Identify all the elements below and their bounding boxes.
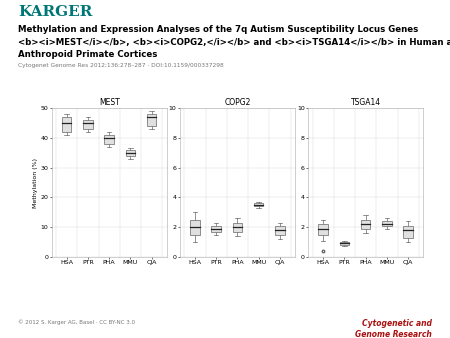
FancyBboxPatch shape	[233, 223, 242, 232]
Title: TSGA14: TSGA14	[351, 98, 381, 107]
Text: Methylation and Expression Analyses of the 7q Autism Susceptibility Locus Genes: Methylation and Expression Analyses of t…	[18, 25, 418, 34]
FancyBboxPatch shape	[318, 224, 328, 235]
FancyBboxPatch shape	[147, 114, 157, 126]
FancyBboxPatch shape	[212, 226, 221, 232]
Text: KARGER: KARGER	[18, 5, 92, 19]
Text: Cytogenet Genome Res 2012;136:278–287 · DOI:10.1159/000337298: Cytogenet Genome Res 2012;136:278–287 · …	[18, 63, 224, 68]
FancyBboxPatch shape	[275, 226, 285, 235]
FancyBboxPatch shape	[104, 135, 114, 144]
FancyBboxPatch shape	[340, 242, 349, 245]
FancyBboxPatch shape	[361, 220, 370, 228]
FancyBboxPatch shape	[382, 221, 392, 226]
FancyBboxPatch shape	[62, 117, 72, 132]
Title: COPG2: COPG2	[224, 98, 251, 107]
Text: © 2012 S. Karger AG, Basel · CC BY-NC 3.0: © 2012 S. Karger AG, Basel · CC BY-NC 3.…	[18, 319, 135, 325]
FancyBboxPatch shape	[126, 150, 135, 156]
Y-axis label: Methylation (%): Methylation (%)	[32, 158, 38, 208]
FancyBboxPatch shape	[403, 226, 413, 238]
Title: MEST: MEST	[99, 98, 120, 107]
FancyBboxPatch shape	[190, 220, 200, 235]
Text: Cytogenetic and
Genome Research: Cytogenetic and Genome Research	[355, 319, 432, 338]
Text: Anthropoid Primate Cortices: Anthropoid Primate Cortices	[18, 50, 158, 59]
Text: <b><i>MEST</i></b>, <b><i>COPG2,</i></b> and <b><i>TSGA14</i></b> in Human and: <b><i>MEST</i></b>, <b><i>COPG2,</i></b>…	[18, 38, 450, 47]
FancyBboxPatch shape	[83, 120, 93, 129]
FancyBboxPatch shape	[254, 203, 263, 206]
